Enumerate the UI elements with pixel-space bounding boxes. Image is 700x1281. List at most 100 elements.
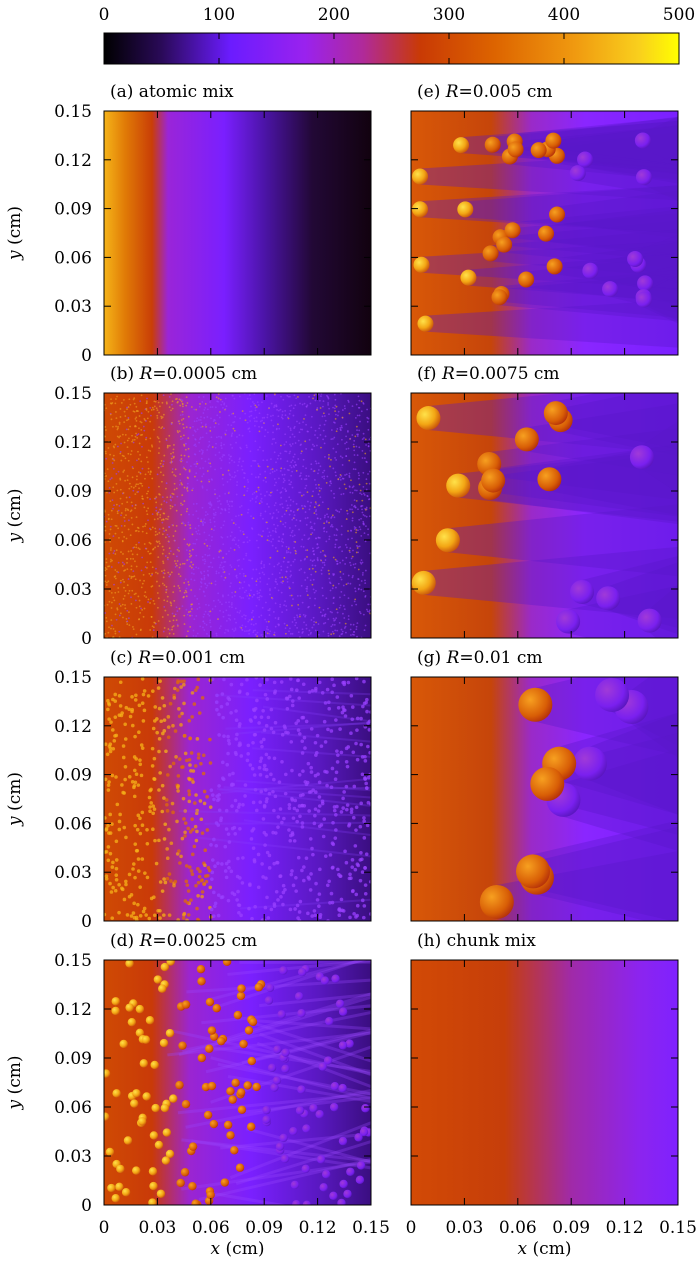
particle <box>364 438 367 441</box>
particle <box>108 749 113 754</box>
particle <box>340 533 343 536</box>
particle <box>327 700 331 705</box>
particle <box>335 608 338 611</box>
particle <box>314 478 316 481</box>
axis-ticks <box>410 959 679 1206</box>
particle <box>111 860 115 865</box>
particle <box>213 525 216 528</box>
particle <box>265 628 268 630</box>
particle <box>281 1064 290 1074</box>
particle <box>214 513 217 516</box>
particle <box>284 521 287 524</box>
particle <box>301 682 306 687</box>
particle <box>185 510 188 513</box>
particle <box>297 396 299 398</box>
particle <box>243 794 247 798</box>
particle <box>145 596 148 598</box>
particle <box>150 1060 159 1070</box>
particle <box>184 864 189 868</box>
particle <box>198 450 201 453</box>
particle <box>175 562 177 565</box>
particle <box>118 630 121 633</box>
particle <box>148 809 152 814</box>
particle <box>341 630 344 633</box>
particle <box>159 719 164 724</box>
particle <box>197 711 202 715</box>
x-tick-label: 0.15 <box>659 1218 697 1238</box>
particle <box>315 509 318 511</box>
particle <box>366 495 369 498</box>
particle <box>246 397 249 400</box>
particle <box>264 476 267 479</box>
particle <box>257 448 259 451</box>
particle <box>331 514 334 517</box>
streak <box>219 786 371 791</box>
particle <box>238 587 241 590</box>
particle <box>110 601 113 604</box>
particle <box>162 413 165 416</box>
particle <box>321 561 324 564</box>
particle <box>343 608 346 611</box>
particle <box>290 869 294 873</box>
particle <box>194 884 198 888</box>
particle <box>251 707 256 712</box>
particle <box>161 480 163 483</box>
particle <box>130 695 134 699</box>
particle <box>357 395 360 398</box>
particle <box>238 826 242 831</box>
particle <box>282 533 285 535</box>
particle <box>223 520 226 523</box>
particle <box>164 609 167 612</box>
particle <box>138 427 140 430</box>
particle <box>202 473 205 475</box>
particle <box>354 489 356 492</box>
particle <box>172 633 175 635</box>
particle <box>291 621 294 623</box>
particle <box>245 677 249 682</box>
particle <box>124 479 127 482</box>
particle <box>161 552 164 555</box>
particle <box>310 468 313 471</box>
particle <box>247 481 250 483</box>
particle <box>165 847 169 851</box>
particle <box>232 427 235 430</box>
particle <box>110 822 114 826</box>
particle <box>110 509 113 512</box>
particle <box>313 553 315 556</box>
particle <box>109 540 112 543</box>
particle <box>280 467 283 470</box>
particle <box>226 832 231 836</box>
particle <box>145 1016 155 1025</box>
particle <box>151 625 154 628</box>
particle <box>223 561 226 563</box>
particle <box>194 595 196 597</box>
particle <box>354 587 356 590</box>
particle <box>233 539 236 542</box>
particle <box>263 905 268 910</box>
particle <box>154 534 157 536</box>
particle <box>156 1189 166 1198</box>
particle <box>304 511 307 513</box>
particle <box>335 405 338 408</box>
particle <box>321 476 324 478</box>
particle <box>276 583 279 586</box>
particle <box>205 423 207 426</box>
particle <box>114 577 117 580</box>
streak <box>216 694 371 707</box>
particle <box>208 440 211 443</box>
particle <box>261 535 263 538</box>
streak <box>216 787 371 807</box>
particle <box>127 418 130 421</box>
particle <box>314 434 316 436</box>
particle <box>338 476 341 479</box>
particle <box>147 916 152 921</box>
particle <box>116 445 119 448</box>
particle <box>171 421 173 424</box>
particle <box>170 602 172 605</box>
particle <box>116 512 119 515</box>
particle <box>104 912 107 917</box>
particle <box>305 467 307 470</box>
particle <box>316 772 320 776</box>
particle <box>504 222 521 239</box>
particle <box>178 607 181 610</box>
